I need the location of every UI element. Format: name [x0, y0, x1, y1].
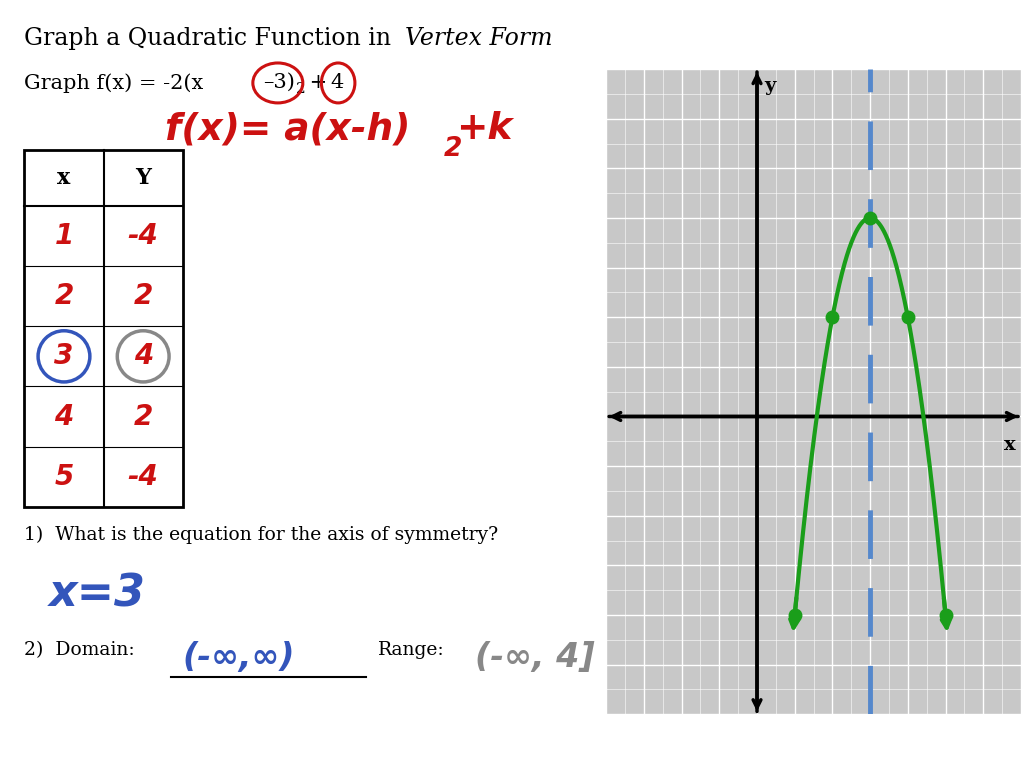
Text: +k: +k — [456, 111, 512, 147]
Text: 2: 2 — [443, 136, 462, 162]
Text: 2: 2 — [133, 282, 153, 310]
Text: x=3: x=3 — [49, 572, 145, 615]
Text: f(x)= a(x-h): f(x)= a(x-h) — [165, 111, 410, 147]
Text: x: x — [1004, 436, 1015, 455]
Text: 2: 2 — [133, 402, 153, 431]
Text: -4: -4 — [128, 222, 159, 250]
Text: y: y — [764, 77, 775, 94]
Text: 1: 1 — [54, 222, 74, 250]
Text: 5: 5 — [54, 463, 74, 491]
Text: 4: 4 — [54, 402, 74, 431]
Text: Graph a Quadratic Function in: Graph a Quadratic Function in — [25, 27, 399, 50]
Text: Vertex Form: Vertex Form — [406, 27, 553, 50]
Text: +: + — [303, 73, 328, 92]
Text: (-∞,∞): (-∞,∞) — [182, 641, 295, 674]
Text: 4: 4 — [331, 73, 344, 92]
Text: (-∞, 4]: (-∞, 4] — [475, 641, 595, 674]
Text: 2)  Domain:: 2) Domain: — [25, 641, 135, 659]
Text: 3: 3 — [54, 343, 74, 370]
Text: 2: 2 — [54, 282, 74, 310]
Text: Y: Y — [135, 167, 152, 189]
Text: Range:: Range: — [378, 641, 444, 659]
Bar — [25, 150, 182, 507]
Text: 4: 4 — [133, 343, 153, 370]
Text: Graph f(x) = -2(x: Graph f(x) = -2(x — [25, 73, 204, 93]
Text: x: x — [57, 167, 71, 189]
Text: 2: 2 — [296, 82, 305, 96]
Text: -4: -4 — [128, 463, 159, 491]
Text: –3): –3) — [263, 73, 295, 92]
Text: 1)  What is the equation for the axis of symmetry?: 1) What is the equation for the axis of … — [25, 526, 499, 545]
